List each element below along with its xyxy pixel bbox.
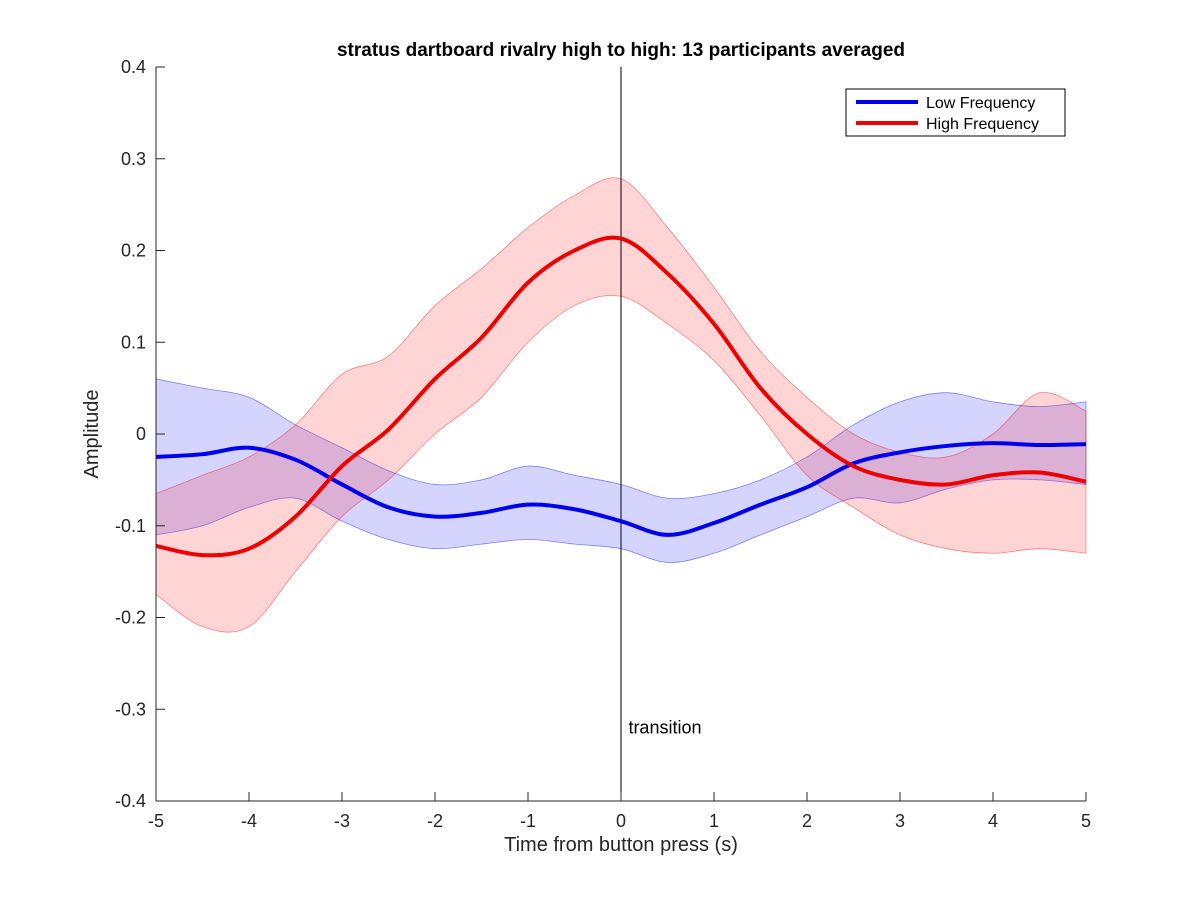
y-tick-label: -0.2 <box>115 608 146 628</box>
x-tick-label: -3 <box>334 811 350 831</box>
y-tick-label: 0.4 <box>121 57 146 77</box>
x-tick-label: -1 <box>520 811 536 831</box>
y-axis-ticks: -0.4 -0.3 -0.2 -0.1 0 0.1 0.2 0.3 0.4 <box>115 57 165 811</box>
y-tick-label: 0.3 <box>121 149 146 169</box>
y-tick-label: -0.4 <box>115 791 146 811</box>
y-tick-label: -0.1 <box>115 516 146 536</box>
x-tick-label: -5 <box>148 811 164 831</box>
x-tick-label: 1 <box>709 811 719 831</box>
legend-box <box>845 88 1066 137</box>
y-tick-label: -0.3 <box>115 699 146 719</box>
series-line-high-frequency <box>155 235 1087 558</box>
x-tick-label: 4 <box>988 811 998 831</box>
x-axis-ticks: -5 -4 -3 -2 -1 0 1 2 3 4 5 <box>148 792 1091 831</box>
series-line-low-frequency <box>155 441 1087 537</box>
legend: Low Frequency High Frequency <box>845 88 1066 137</box>
legend-label-high-frequency: High Frequency <box>926 116 1039 133</box>
x-tick-label: -4 <box>241 811 257 831</box>
x-axis-label: Time from button press (s) <box>504 834 738 856</box>
band-low-frequency <box>155 378 1087 563</box>
y-axis-label: Amplitude <box>81 390 103 479</box>
plot-area: transition <box>155 67 1087 801</box>
x-tick-label: 5 <box>1081 811 1091 831</box>
y-tick-label: 0 <box>136 424 146 444</box>
legend-label-low-frequency: Low Frequency <box>926 95 1035 112</box>
x-tick-label: 3 <box>895 811 905 831</box>
x-tick-label: 0 <box>616 811 626 831</box>
x-tick-label: -2 <box>427 811 443 831</box>
series-lines <box>155 235 1087 558</box>
x-tick-label: 2 <box>802 811 812 831</box>
chart-title: stratus dartboard rivalry high to high: … <box>337 40 905 61</box>
y-tick-label: 0.1 <box>121 332 146 352</box>
axes: -5 -4 -3 -2 -1 0 1 2 3 4 5 -0.4 -0.3 -0.2 -0.1 0 0.1 0.2… <box>115 57 1091 831</box>
y-tick-label: 0.2 <box>121 241 146 261</box>
transition-annotation: transition <box>628 718 701 738</box>
